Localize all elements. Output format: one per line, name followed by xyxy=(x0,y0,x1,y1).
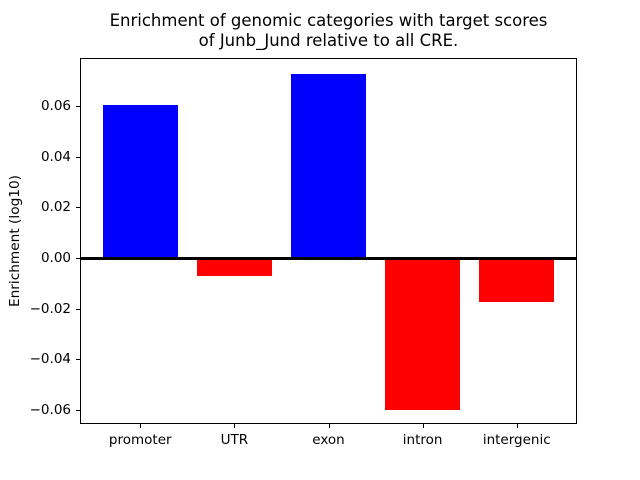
y-tick-label-0.04: 0.04 xyxy=(40,148,71,165)
bar-intron xyxy=(384,258,461,410)
y-tick-mark-−0.06 xyxy=(76,410,80,412)
x-tick-mark-promoter xyxy=(140,424,142,428)
chart-title-line-2: of Junb_Jund relative to all CRE. xyxy=(198,31,459,50)
chart-title: Enrichment of genomic categories with ta… xyxy=(80,11,577,51)
x-tick-mark-UTR xyxy=(234,424,236,428)
bar-UTR xyxy=(196,258,273,276)
y-tick-label-0.06: 0.06 xyxy=(40,98,71,115)
y-axis-label: Enrichment (log10) xyxy=(7,174,23,308)
x-tick-label-exon: exon xyxy=(312,432,345,448)
bar-intergenic xyxy=(479,258,555,302)
y-tick-label-−0.02: −0.02 xyxy=(29,300,71,317)
bar-exon xyxy=(290,73,367,259)
x-tick-mark-intergenic xyxy=(516,424,518,428)
x-tick-label-promoter: promoter xyxy=(108,432,172,448)
y-tick-mark-0.04 xyxy=(76,156,80,158)
y-tick-label-0.00: 0.00 xyxy=(40,250,71,267)
y-tick-mark-0.02 xyxy=(76,207,80,209)
zero-line xyxy=(80,256,577,260)
y-tick-label-−0.04: −0.04 xyxy=(29,351,71,368)
chart-title-line-1: Enrichment of genomic categories with ta… xyxy=(109,11,548,30)
x-tick-mark-intron xyxy=(422,424,424,428)
x-tick-mark-exon xyxy=(328,424,330,428)
y-tick-label-−0.06: −0.06 xyxy=(29,402,71,419)
bar-promoter xyxy=(102,105,178,259)
x-tick-label-intergenic: intergenic xyxy=(482,432,551,448)
x-tick-label-UTR: UTR xyxy=(220,432,249,448)
y-tick-mark-−0.04 xyxy=(76,359,80,361)
x-tick-label-intron: intron xyxy=(402,432,443,448)
y-tick-mark-−0.02 xyxy=(76,308,80,310)
y-tick-mark-0.00 xyxy=(76,258,80,260)
y-tick-label-0.02: 0.02 xyxy=(40,199,71,216)
y-tick-mark-0.06 xyxy=(76,106,80,108)
